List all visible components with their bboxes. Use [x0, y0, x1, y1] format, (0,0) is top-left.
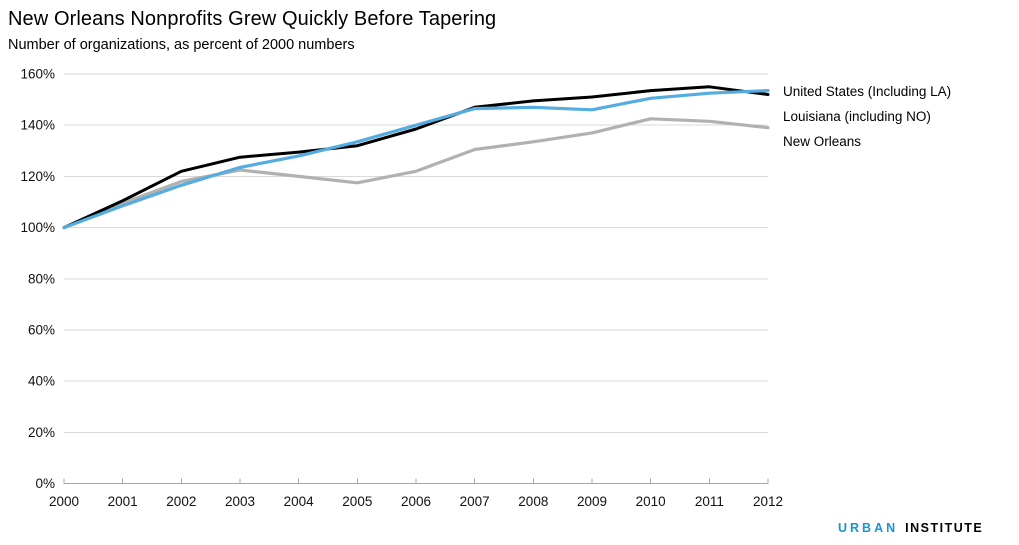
series-line-louisiana-including-no — [62, 88, 770, 230]
y-tick-label: 60% — [28, 322, 55, 337]
brand-logo-institute: INSTITUTE — [905, 521, 984, 535]
series-line-new-orleans — [62, 117, 770, 230]
y-tick-label: 100% — [20, 220, 55, 235]
x-tick-label: 2011 — [695, 494, 724, 509]
x-tick-label: 2002 — [166, 494, 196, 509]
y-tick-label: 80% — [28, 271, 55, 286]
brand-logo-urban: URBAN — [838, 521, 899, 535]
y-tick-label: 160% — [20, 67, 55, 82]
series-line-united-states-including-la — [62, 85, 770, 230]
legend-item-label: Louisiana (including NO) — [783, 109, 931, 124]
x-tick-label: 2001 — [108, 494, 138, 509]
gridlines-group — [63, 73, 769, 484]
x-tick-label: 2008 — [518, 494, 548, 509]
x-tick-label: 2010 — [636, 494, 666, 509]
chart-title: New Orleans Nonprofits Grew Quickly Befo… — [8, 8, 497, 30]
x-tick-label: 2004 — [284, 494, 315, 509]
x-tick-label: 2007 — [460, 494, 490, 509]
axis-labels-group: 0% 20% 40% 60% 80% 100% 120% 140% 160% 2000 2001 20… — [20, 67, 783, 510]
x-tick-label: 2003 — [225, 494, 255, 509]
x-tick-label: 2005 — [342, 494, 372, 509]
series-lines-group — [62, 85, 770, 230]
brand-logo: URBAN INSTITUTE — [838, 521, 983, 535]
y-tick-label: 20% — [28, 425, 55, 440]
y-tick-label: 140% — [20, 118, 55, 133]
x-tick-label: 2000 — [49, 494, 79, 509]
x-tick-label: 2009 — [577, 494, 607, 509]
y-tick-label: 120% — [20, 169, 55, 184]
legend: United States (Including LA) Louisiana (i… — [783, 79, 951, 154]
y-tick-label: 40% — [28, 374, 55, 389]
legend-item-label: United States (Including LA) — [783, 84, 952, 99]
legend-item-label: New Orleans — [783, 134, 862, 149]
x-tick-label: 2012 — [753, 494, 783, 509]
y-tick-label: 0% — [35, 476, 55, 491]
x-tick-label: 2006 — [401, 494, 431, 509]
chart-subtitle: Number of organizations, as percent of 2… — [8, 37, 355, 53]
